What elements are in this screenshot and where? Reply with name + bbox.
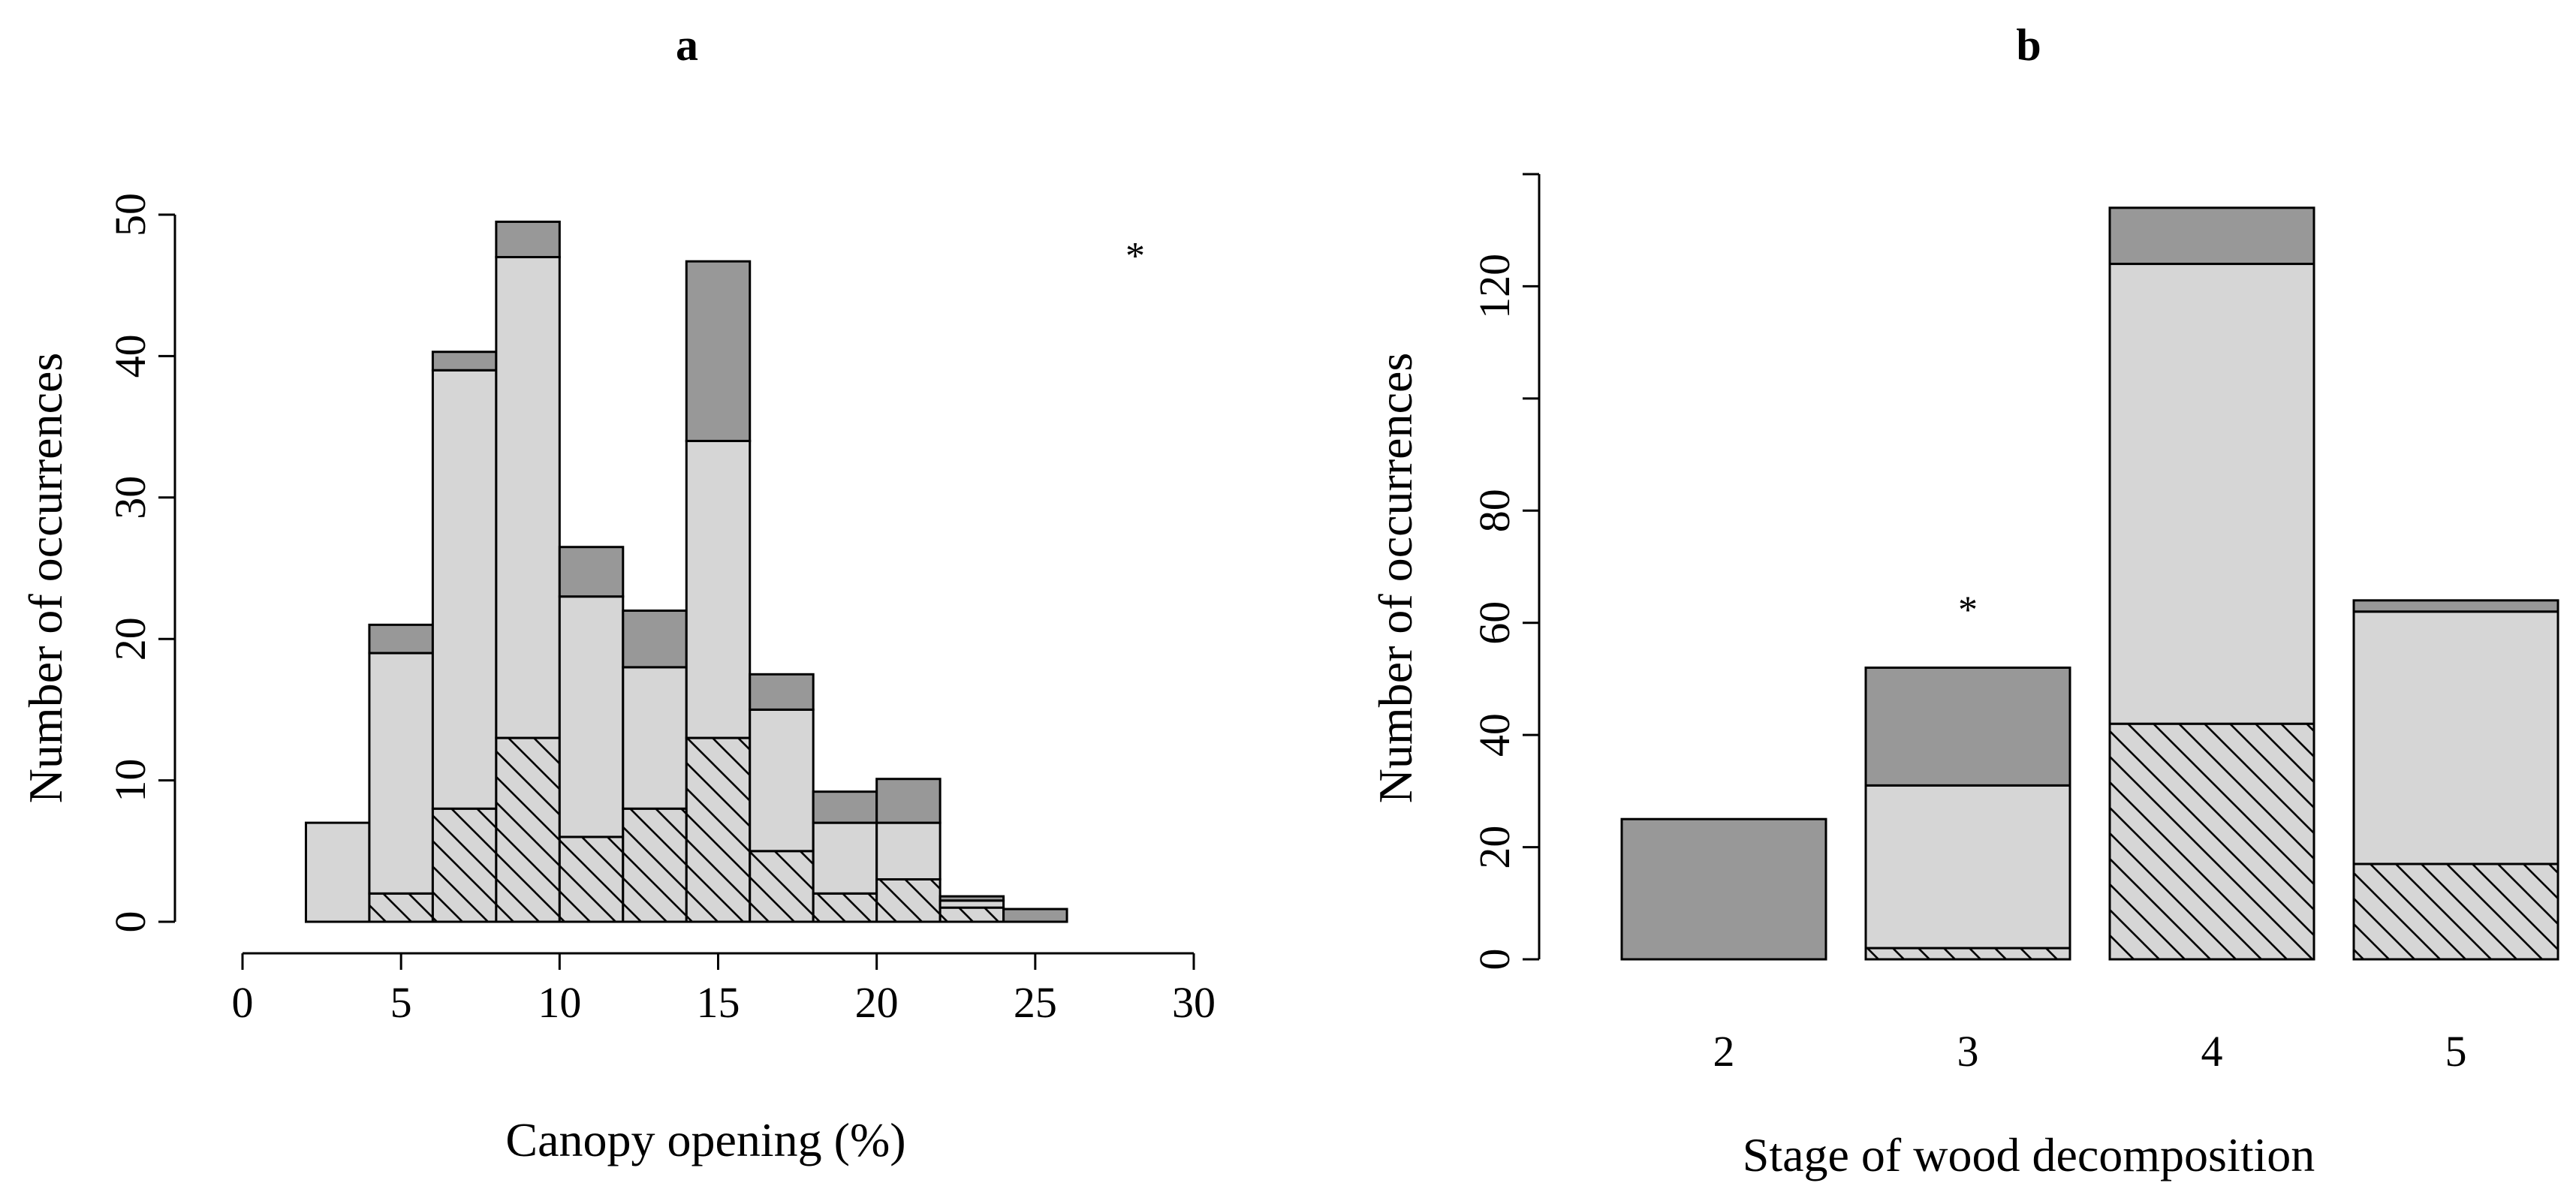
panel-b-x-tick-label: 4	[2201, 1027, 2223, 1076]
panel-a-x-tick-label: 0	[232, 978, 254, 1027]
panel-a-title: a	[676, 20, 698, 70]
panel-a-x-tick-label: 15	[697, 978, 740, 1027]
panel-b-x-tick-label: 5	[2445, 1027, 2467, 1076]
panel-b-y-tick-label: 60	[1470, 601, 1519, 645]
panel-b-significance-mark: *	[1958, 588, 1978, 631]
panel-a-bar-light-bin-4-6	[368, 652, 434, 895]
panel-b-bar-hatched-stage-5	[2352, 862, 2559, 961]
panel-a-bar-hatched-bin-18-20	[812, 892, 878, 923]
panel-b-bar-dark-stage-3	[1864, 666, 2071, 787]
panel-b-y-axis-title: Number of occurrences	[1369, 353, 1422, 804]
panel-b-bar-light-stage-5	[2352, 610, 2559, 865]
panel-a-histogram: a Number of occurrences Canopy opening (…	[19, 20, 1216, 1166]
panel-b-x-axis-labels: 2 3 4 5	[1713, 1027, 2467, 1076]
panel-b-x-tick-label: 2	[1713, 1027, 1735, 1076]
panel-a-bar-dark-bin-8-10	[495, 220, 561, 259]
panel-b-bar-dark-stage-4	[2108, 206, 2315, 266]
panel-b-y-tick-label: 120	[1470, 254, 1519, 319]
panel-b-bar-hatched-stage-3	[1864, 947, 2071, 961]
panel-b-stacked-bars: b Number of occurrences Stage of wood de…	[1369, 20, 2559, 1181]
panel-b-y-tick-label: 0	[1470, 949, 1519, 971]
panel-a-bar-light-bin-20-22	[875, 821, 942, 880]
panel-a-x-axis-title: Canopy opening (%)	[505, 1113, 905, 1166]
panel-b-x-tick-label: 3	[1957, 1027, 1979, 1076]
panel-b-bar-light-stage-4	[2108, 263, 2315, 725]
panel-a-y-tick-label: 50	[106, 193, 155, 236]
panel-a-bar-hatched-bin-6-8	[431, 807, 498, 923]
panel-a-x-axis: 0 5 10 15 20 25 30	[232, 952, 1216, 1027]
panel-a-bar-dark-bin-22-24	[939, 895, 1005, 902]
panel-a-x-tick-label: 5	[390, 978, 412, 1027]
panel-a-bar-light-bin-16-18	[749, 708, 815, 853]
panel-a-bar-light-bin-6-8	[431, 369, 498, 810]
panel-a-bar-light-bin-8-10	[495, 256, 561, 739]
panel-a-bar-hatched-bin-4-6	[368, 892, 434, 923]
panel-b-bar-dark-stage-2	[1620, 817, 1827, 961]
panel-a-bar-hatched-bin-12-14	[622, 807, 688, 923]
panel-b-bars	[1620, 206, 2559, 961]
panel-b-bar-dark-stage-5	[2352, 599, 2559, 613]
panel-a-bar-dark-bin-20-22	[875, 778, 942, 824]
panel-b-bar-hatched-stage-4	[2108, 722, 2315, 961]
panel-b-y-tick-label: 40	[1470, 713, 1519, 757]
panel-a-bars	[304, 220, 1068, 923]
panel-a-bar-dark-bin-12-14	[622, 610, 688, 669]
panel-b-bar-light-stage-3	[1864, 784, 2071, 950]
panel-a-bar-light-bin-18-20	[812, 821, 878, 895]
panel-a-bar-hatched-bin-8-10	[495, 736, 561, 923]
panel-a-bar-hatched-bin-20-22	[875, 877, 942, 923]
panel-a-bar-light-bin-14-16	[685, 439, 752, 739]
panel-a-bar-dark-bin-6-8	[431, 351, 498, 372]
panel-a-y-tick-label: 30	[106, 476, 155, 519]
panel-a-bar-light-bin-12-14	[622, 666, 688, 810]
panel-a-bar-light-bin-10-12	[558, 595, 625, 838]
panel-a-bar-hatched-bin-10-12	[558, 835, 625, 923]
panel-a-bar-dark-bin-10-12	[558, 546, 625, 598]
panel-a-x-tick-label: 10	[538, 978, 581, 1027]
panel-a-x-tick-label: 20	[855, 978, 899, 1027]
panel-a-bar-dark-bin-16-18	[749, 673, 815, 711]
panel-a-x-tick-label: 25	[1014, 978, 1057, 1027]
panel-b-y-axis: 0 20 40 60 80 120	[1470, 173, 1541, 971]
panel-a-x-tick-label: 30	[1172, 978, 1216, 1027]
panel-a-y-axis: 0 10 20 30 40 50	[106, 193, 176, 933]
panel-a-significance-mark: *	[1125, 235, 1145, 278]
panel-a-bar-hatched-bin-14-16	[685, 736, 752, 923]
panel-a-y-tick-label: 0	[106, 911, 155, 933]
panel-a-bar-hatched-bin-22-24	[939, 906, 1005, 923]
panel-b-x-axis-title: Stage of wood decomposition	[1743, 1128, 2315, 1181]
panel-a-y-tick-label: 20	[106, 617, 155, 661]
panel-b-title: b	[2016, 20, 2041, 70]
panel-b-y-tick-label: 20	[1470, 826, 1519, 869]
panel-a-bar-hatched-bin-16-18	[749, 850, 815, 923]
panel-a-bar-dark-bin-14-16	[685, 260, 752, 442]
panel-a-y-tick-label: 40	[106, 334, 155, 378]
panel-a-y-tick-label: 10	[106, 759, 155, 802]
panel-a-bar-dark-bin-18-20	[812, 790, 878, 824]
panel-a-bar-dark-bin-24-26	[1002, 908, 1068, 923]
panel-a-bar-dark-bin-4-6	[368, 623, 434, 655]
panel-a-y-axis-title: Number of occurrences	[19, 353, 72, 804]
panel-b-y-tick-label: 80	[1470, 489, 1519, 532]
panel-a-bar-light-bin-2-4	[304, 821, 371, 923]
